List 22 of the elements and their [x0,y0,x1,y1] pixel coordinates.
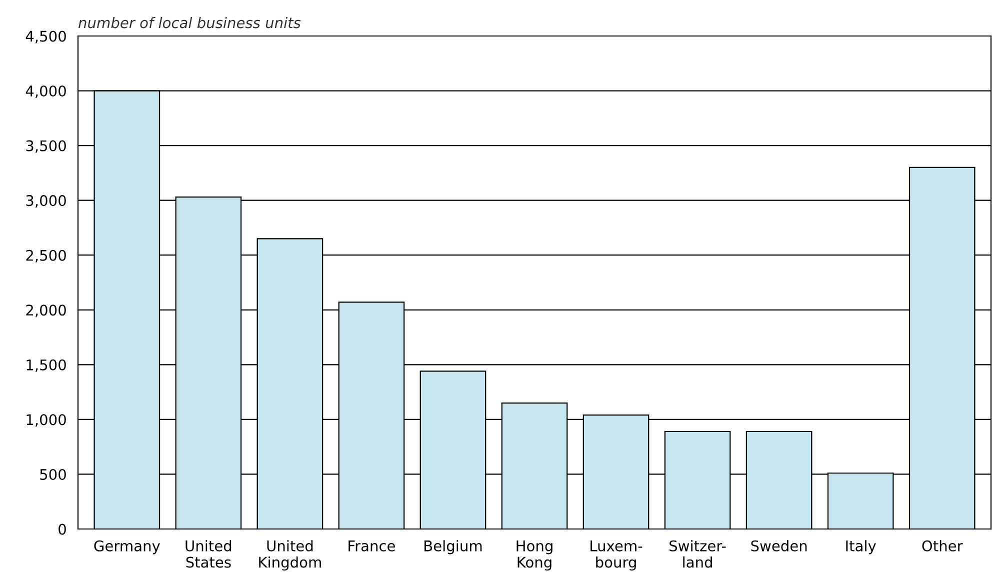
y-axis-title: number of local business units [78,16,301,28]
x-tick-label: Hong Kong [516,540,552,571]
y-tick-label: 2,500 [26,250,66,262]
x-tick-label: Belgium [424,540,482,554]
y-tick-label: 500 [40,468,66,480]
y-tick-label: 2,000 [26,304,66,318]
x-tick-label: Italy [846,540,876,554]
x-tick-label: United States [186,540,232,568]
y-tick-label: 4,500 [26,30,66,44]
x-tick-label: Luxem- bourg [590,540,642,571]
y-tick-label: 1,000 [26,414,66,427]
x-tick-label: Germany [94,540,160,554]
y-tick-label: 1,500 [26,359,66,372]
x-tick-label: Other [922,540,963,552]
x-tick-label: France [348,540,395,552]
x-tick-label: Switzer- land [670,540,726,568]
y-tick-label: 0 [58,524,66,535]
x-tick-label: United Kingdom [259,540,321,571]
x-tick-label: Sweden [751,540,807,552]
y-tick-label: 4,000 [26,85,66,98]
y-tick-label: 3,500 [26,140,66,153]
y-tick-label: 3,000 [26,195,66,208]
